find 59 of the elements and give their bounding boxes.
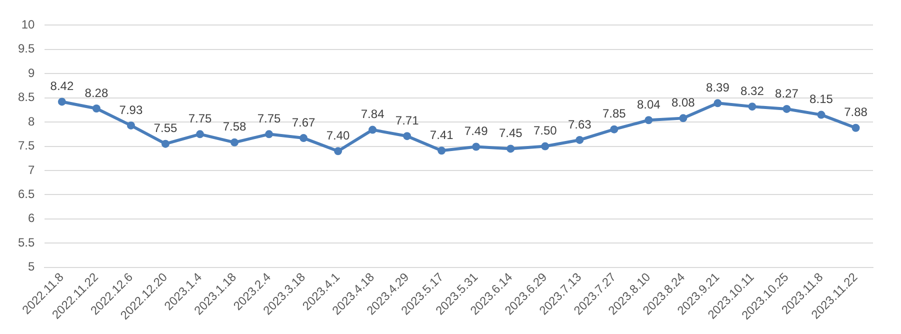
point — [230, 138, 239, 146]
data-label: 8.28 — [84, 86, 108, 100]
y-tick-label: 6.5 — [18, 187, 35, 202]
data-label: 7.41 — [430, 128, 454, 142]
data-label: 7.71 — [395, 113, 420, 128]
point — [644, 116, 653, 124]
data-label: 8.15 — [810, 92, 834, 106]
data-label: 7.75 — [257, 111, 282, 126]
y-tick-label: 5.5 — [18, 235, 35, 250]
data-label: 7.85 — [602, 106, 626, 121]
y-tick-label: 5 — [28, 260, 35, 274]
point — [472, 142, 480, 151]
y-tick-label: 10 — [21, 18, 35, 32]
data-label: 7.49 — [464, 124, 488, 138]
point — [748, 102, 756, 111]
data-label: 7.84 — [360, 107, 385, 122]
point — [58, 98, 66, 106]
point — [126, 121, 135, 130]
y-tick-label: 9.5 — [18, 42, 35, 56]
data-label: 8.42 — [50, 79, 74, 94]
point — [92, 104, 100, 112]
data-label: 7.55 — [154, 121, 178, 136]
point — [817, 110, 826, 119]
point — [576, 136, 584, 144]
y-tick-label: 9 — [28, 66, 35, 80]
y-tick-label: 7.5 — [18, 138, 35, 153]
data-label: 8.08 — [671, 96, 696, 110]
data-label: 7.40 — [326, 128, 350, 142]
y-tick-label: 6 — [28, 211, 35, 226]
data-label: 7.58 — [222, 120, 247, 134]
data-label: 7.50 — [533, 124, 558, 138]
data-label: 7.75 — [188, 111, 212, 126]
point — [196, 130, 204, 138]
point — [403, 132, 412, 140]
point — [782, 104, 791, 113]
point — [438, 146, 446, 155]
point — [610, 125, 618, 134]
point — [541, 142, 550, 150]
point — [161, 140, 170, 148]
point — [300, 134, 308, 142]
y-tick-label: 8.5 — [18, 90, 35, 104]
point — [265, 130, 274, 138]
data-label: 8.27 — [775, 86, 799, 100]
y-tick-label: 7 — [28, 162, 35, 177]
data-label: 8.04 — [636, 97, 661, 112]
data-label: 8.39 — [706, 80, 730, 94]
point — [506, 144, 515, 153]
y-tick-label: 8 — [28, 114, 35, 128]
data-label: 7.67 — [292, 115, 316, 130]
data-label: 7.63 — [568, 117, 592, 132]
point — [679, 114, 688, 122]
point — [714, 99, 722, 108]
data-label: 7.93 — [119, 102, 143, 117]
data-label: 8.32 — [740, 84, 764, 98]
data-label: 7.88 — [844, 105, 868, 120]
point — [368, 126, 377, 134]
point — [334, 147, 342, 156]
data-label: 7.45 — [498, 126, 523, 140]
point — [852, 124, 860, 132]
